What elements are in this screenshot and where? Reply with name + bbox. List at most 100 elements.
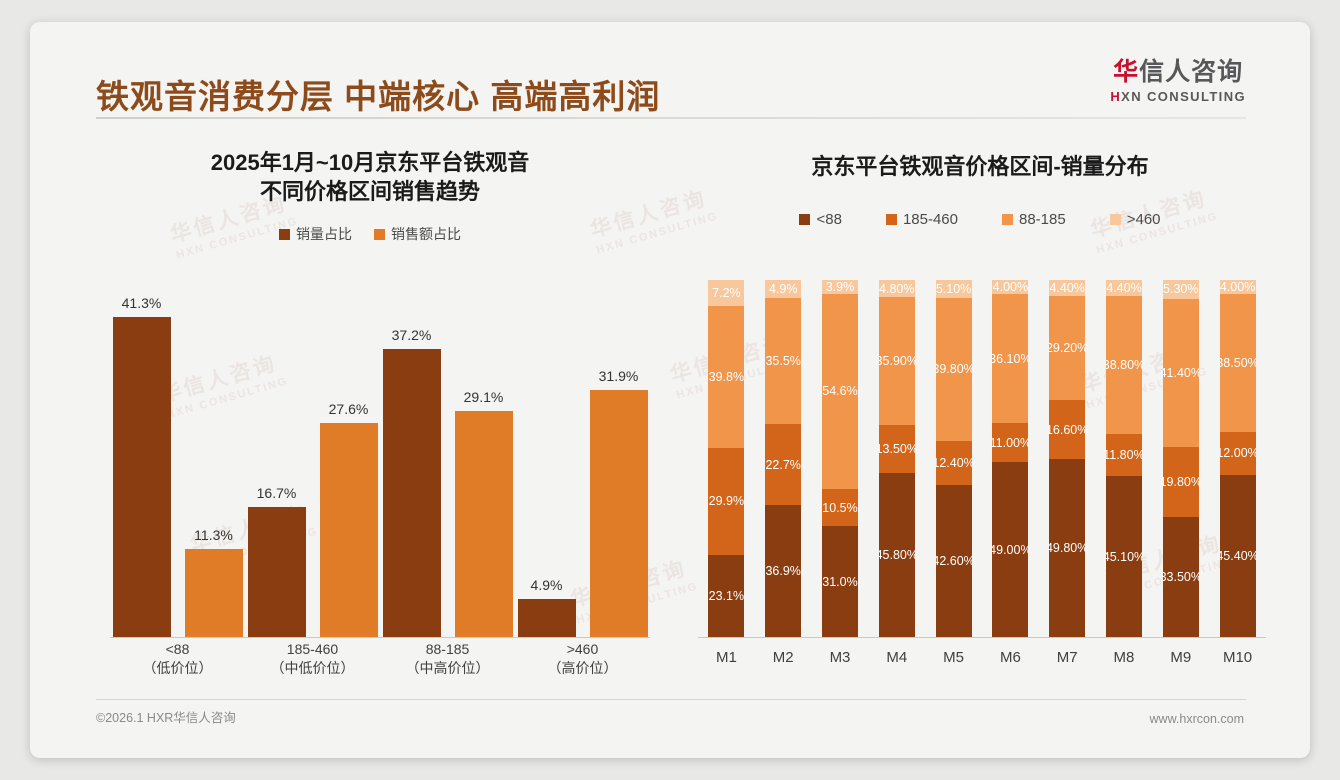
stacked-bar-segment[interactable]: 41.40% bbox=[1162, 298, 1199, 447]
stacked-bar-segment[interactable]: 29.20% bbox=[1049, 295, 1086, 400]
footer-website[interactable]: www.hxrcon.com bbox=[1149, 712, 1244, 726]
logo-english: HXN CONSULTING bbox=[1110, 89, 1246, 104]
stacked-bar-segment[interactable]: 38.50% bbox=[1219, 294, 1256, 432]
axis-category-label: 88-185 （中高价位） bbox=[380, 640, 515, 676]
bar[interactable] bbox=[247, 507, 306, 637]
stacked-bar-segment[interactable]: 13.50% bbox=[878, 425, 915, 474]
stacked-bar-segment[interactable]: 4.9% bbox=[765, 280, 802, 298]
stacked-bar-segment[interactable]: 36.9% bbox=[765, 505, 802, 637]
right-stacked-bar-chart: 7.2% 39.8% 29.9% 23.1% 4.9% 35.5% 22.7% 36.9% 3.… bbox=[688, 280, 1272, 674]
logo-chinese: 华信人咨询 bbox=[1110, 60, 1246, 85]
bar-item[interactable]: 41.3% bbox=[112, 288, 171, 637]
right-plot-area: 7.2% 39.8% 29.9% 23.1% 4.9% 35.5% 22.7% 36.9% 3.… bbox=[698, 280, 1266, 638]
stacked-bar-segment[interactable]: 45.10% bbox=[1105, 476, 1142, 637]
legend-item[interactable]: 185-460 bbox=[885, 211, 958, 228]
stacked-bar-segment[interactable]: 4.40% bbox=[1049, 280, 1086, 296]
stacked-bar[interactable]: 4.00% 38.50% 12.00% 45.40% bbox=[1219, 280, 1256, 637]
bar-item[interactable]: 16.7% bbox=[247, 288, 306, 637]
legend-item[interactable]: 88-185 bbox=[1002, 211, 1066, 228]
stacked-bar-segment[interactable]: 4.80% bbox=[878, 280, 915, 298]
axis-category-range: >460 bbox=[566, 641, 599, 657]
stacked-bar-segment[interactable]: 4.00% bbox=[992, 280, 1029, 295]
stacked-bar[interactable]: 4.80% 35.90% 13.50% 45.80% bbox=[878, 280, 915, 637]
stacked-bar-segment[interactable]: 22.7% bbox=[765, 424, 802, 506]
logo-cn-accent: 华 bbox=[1113, 58, 1140, 86]
bar-item[interactable]: 27.6% bbox=[319, 288, 378, 637]
bar[interactable] bbox=[454, 411, 513, 637]
stacked-bar-segment[interactable]: 35.5% bbox=[765, 297, 802, 425]
bar-item[interactable]: 4.9% bbox=[517, 288, 576, 637]
bar[interactable] bbox=[382, 348, 441, 637]
stacked-bar[interactable]: 7.2% 39.8% 29.9% 23.1% bbox=[708, 280, 745, 638]
stacked-bar-segment[interactable]: 49.00% bbox=[992, 462, 1029, 637]
stacked-bar-segment[interactable]: 38.80% bbox=[1105, 295, 1142, 435]
left-chart-legend: 销量占比 销售额占比 bbox=[70, 224, 670, 244]
stacked-bar-segment[interactable]: 39.8% bbox=[708, 305, 745, 448]
stacked-bar-segment[interactable]: 33.50% bbox=[1162, 517, 1199, 637]
stacked-bar-segment[interactable]: 11.80% bbox=[1105, 434, 1142, 477]
stacked-bar-segment[interactable]: 19.80% bbox=[1162, 446, 1199, 518]
bar-group: 4.9% 31.9% bbox=[515, 288, 650, 637]
segment-value-label: 11.80% bbox=[1106, 448, 1142, 463]
segment-value-label: 35.90% bbox=[878, 354, 915, 369]
stacked-bar-segment[interactable]: 10.5% bbox=[821, 488, 858, 527]
stacked-bar[interactable]: 5.30% 41.40% 19.80% 33.50% bbox=[1162, 280, 1199, 637]
stacked-bar-segment[interactable]: 5.30% bbox=[1162, 280, 1199, 299]
stacked-bar-segment[interactable]: 12.40% bbox=[935, 440, 972, 485]
stacked-bar[interactable]: 4.00% 36.10% 11.00% 49.00% bbox=[992, 280, 1029, 637]
stacked-bar-segment[interactable]: 35.90% bbox=[878, 297, 915, 426]
stacked-bar-segment[interactable]: 23.1% bbox=[708, 554, 745, 638]
stacked-bar-column: 4.00% 36.10% 11.00% 49.00% bbox=[982, 280, 1039, 637]
stacked-bar-column: 4.40% 38.80% 11.80% 45.10% bbox=[1096, 280, 1153, 637]
bar[interactable] bbox=[112, 316, 171, 637]
stacked-bar-segment[interactable]: 16.60% bbox=[1049, 399, 1086, 460]
legend-item[interactable]: 销售额占比 bbox=[374, 224, 461, 244]
axis-category-range: 88-185 bbox=[425, 641, 470, 657]
bar[interactable] bbox=[184, 549, 243, 637]
stacked-bar-column: 4.00% 38.50% 12.00% 45.40% bbox=[1209, 280, 1266, 637]
bar-item[interactable]: 31.9% bbox=[589, 288, 648, 637]
stacked-bar-segment[interactable]: 5.10% bbox=[935, 280, 972, 299]
left-chart-title-line2: 不同价格区间销售趋势 bbox=[259, 179, 480, 205]
legend-item[interactable]: >460 bbox=[1109, 211, 1161, 228]
stacked-bar-segment[interactable]: 45.40% bbox=[1219, 474, 1256, 637]
axis-category-label: M2 bbox=[772, 648, 794, 666]
bar-value-label: 37.2% bbox=[391, 326, 432, 343]
stacked-bar-segment[interactable]: 29.9% bbox=[708, 447, 745, 555]
stacked-bar-segment[interactable]: 42.60% bbox=[935, 484, 972, 637]
segment-value-label: 45.80% bbox=[878, 548, 915, 563]
stacked-bar-segment[interactable]: 54.6% bbox=[821, 293, 858, 489]
axis-category-label: M3 bbox=[829, 648, 851, 666]
stacked-bar[interactable]: 3.9% 54.6% 10.5% 31.0% bbox=[821, 280, 858, 637]
stacked-bar-segment[interactable]: 7.2% bbox=[708, 280, 745, 306]
stacked-bar-column: 3.9% 54.6% 10.5% 31.0% bbox=[812, 280, 869, 637]
bar[interactable] bbox=[589, 389, 648, 637]
bar-item[interactable]: 37.2% bbox=[382, 288, 441, 637]
logo-cn-rest: 信人咨询 bbox=[1139, 58, 1244, 86]
stacked-bar-segment[interactable]: 4.00% bbox=[1219, 280, 1256, 295]
bar[interactable] bbox=[319, 422, 378, 637]
stacked-bar-segment[interactable]: 3.9% bbox=[821, 280, 858, 294]
legend-swatch-icon bbox=[279, 228, 290, 240]
stacked-bar-segment[interactable]: 4.40% bbox=[1105, 280, 1142, 296]
bar[interactable] bbox=[517, 599, 576, 637]
stacked-bar[interactable]: 5.10% 39.80% 12.40% 42.60% bbox=[935, 280, 972, 637]
segment-value-label: 49.00% bbox=[992, 542, 1028, 557]
stacked-bar[interactable]: 4.9% 35.5% 22.7% 36.9% bbox=[765, 280, 802, 637]
stacked-bar-segment[interactable]: 39.80% bbox=[935, 298, 972, 441]
stacked-bar-segment[interactable]: 31.0% bbox=[821, 526, 858, 637]
legend-item[interactable]: <88 bbox=[799, 211, 842, 228]
stacked-bar-segment[interactable]: 45.80% bbox=[878, 473, 915, 637]
stacked-bar-segment[interactable]: 49.80% bbox=[1049, 459, 1086, 637]
axis-category-label: M1 bbox=[715, 648, 737, 666]
bar-item[interactable]: 29.1% bbox=[454, 288, 513, 637]
stacked-bar[interactable]: 4.40% 29.20% 16.60% 49.80% bbox=[1049, 280, 1086, 637]
segment-value-label: 36.10% bbox=[992, 351, 1028, 366]
stacked-bar[interactable]: 4.40% 38.80% 11.80% 45.10% bbox=[1105, 280, 1142, 637]
segment-value-label: 16.60% bbox=[1049, 422, 1085, 437]
stacked-bar-segment[interactable]: 36.10% bbox=[992, 294, 1029, 424]
stacked-bar-segment[interactable]: 12.00% bbox=[1219, 431, 1256, 475]
stacked-bar-segment[interactable]: 11.00% bbox=[992, 423, 1029, 463]
legend-item[interactable]: 销量占比 bbox=[279, 224, 352, 244]
bar-item[interactable]: 11.3% bbox=[184, 288, 243, 637]
